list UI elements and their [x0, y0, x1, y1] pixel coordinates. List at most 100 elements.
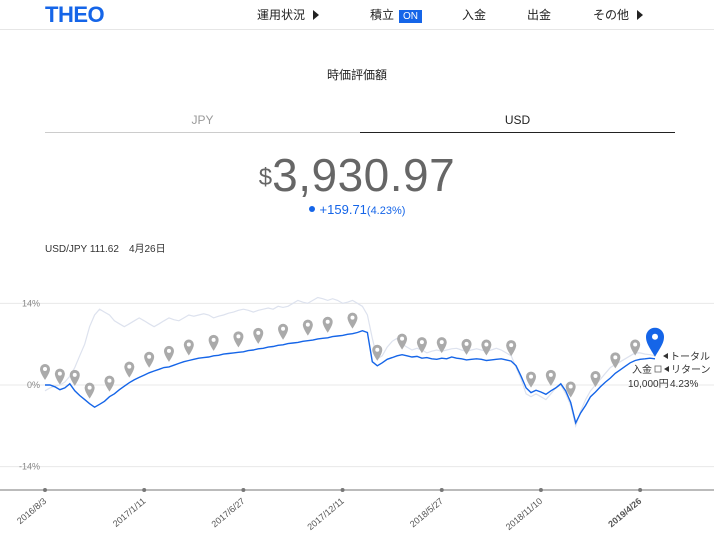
deposit-marker-icon[interactable]	[436, 337, 447, 354]
deposit-marker-center	[419, 340, 424, 345]
deposit-marker-icon[interactable]	[590, 371, 601, 387]
deposit-marker-shape	[208, 334, 219, 351]
deposit-marker-icon[interactable]	[545, 369, 556, 386]
deposit-marker-icon[interactable]	[506, 340, 517, 357]
deposit-marker-icon[interactable]	[278, 323, 289, 340]
x-tick-dot	[439, 488, 444, 492]
series-line-benchmark	[44, 296, 656, 428]
nav-other[interactable]: その他	[593, 6, 644, 23]
deposit-marker-shape	[461, 338, 472, 355]
deposit-marker-shape	[397, 333, 408, 350]
deposit-marker-shape	[545, 369, 556, 386]
deposit-marker-center	[375, 347, 380, 352]
deposit-marker-shape	[526, 371, 537, 388]
x-tick-dot	[340, 488, 345, 492]
deposit-marker-icon[interactable]	[347, 312, 358, 329]
nav-other-label: その他	[593, 8, 630, 22]
tab-usd[interactable]: USD	[360, 113, 675, 133]
deposit-marker-shape	[610, 352, 621, 369]
deposit-marker-icon[interactable]	[416, 337, 427, 354]
deposit-marker-shape	[590, 371, 601, 387]
theo-logo[interactable]: THEO	[45, 2, 105, 27]
pin-center	[652, 333, 658, 340]
nav-performance[interactable]: 運用状況	[257, 6, 320, 23]
deposit-marker-icon[interactable]	[163, 345, 174, 362]
deposit-marker-icon[interactable]	[630, 339, 641, 356]
y-tick-label: 0%	[27, 380, 40, 390]
value-change: +159.71(4.23%)	[0, 202, 714, 217]
total-return-label: トータル	[670, 351, 710, 363]
deposit-marker-icon[interactable]	[84, 382, 95, 399]
x-tick-label: 2016/8/3	[15, 496, 48, 526]
nav-recurring-label: 積立	[370, 8, 395, 22]
nav-recurring-deposit[interactable]: 積立 ON	[370, 6, 423, 23]
deposit-marker-center	[350, 315, 355, 320]
currency-symbol: $	[258, 164, 273, 191]
deposit-marker-center	[57, 371, 62, 376]
deposit-marker-icon[interactable]	[253, 327, 264, 344]
x-axis: 2016/8/3 2017/1/11 2017/6/27 2017/12/11 2018…	[0, 488, 714, 532]
deposit-marker-icon[interactable]	[526, 371, 537, 388]
location-pin-icon[interactable]	[646, 327, 664, 357]
deposit-marker-icon[interactable]	[54, 368, 65, 385]
deposit-marker-icon[interactable]	[302, 319, 313, 336]
deposit-marker-icon[interactable]	[233, 331, 244, 348]
market-value: $3,930.97	[0, 148, 714, 202]
deposit-marker-center	[87, 385, 92, 390]
deposit-marker-icon[interactable]	[124, 361, 135, 378]
deposit-amount: 10,000円	[628, 379, 669, 390]
nav-withdraw[interactable]: 出金	[527, 8, 552, 22]
total-return-pointer-icon	[663, 353, 668, 359]
y-tick-label: -14%	[19, 462, 40, 472]
nav-deposit[interactable]: 入金	[462, 8, 487, 22]
change-percent: (4.23%)	[366, 205, 406, 217]
deposit-marker-shape	[54, 368, 65, 385]
caret-right-icon	[637, 10, 644, 20]
deposit-marker-center	[633, 342, 638, 347]
deposit-marker-icon[interactable]	[208, 334, 219, 351]
x-tick-dot	[638, 488, 643, 492]
performance-chart[interactable]: 14% 0% -14% 2016/8/3 2017/1/11 2017/6/27 2017…	[0, 280, 714, 537]
deposit-marker-center	[529, 374, 534, 379]
deposit-marker-icon[interactable]	[144, 351, 155, 368]
deposit-marker-center	[166, 348, 171, 353]
deposit-marker-icon[interactable]	[372, 344, 383, 361]
deposit-marker-shape	[124, 361, 135, 378]
deposit-marker-icon[interactable]	[565, 381, 576, 398]
x-tick-label: 2017/1/11	[111, 496, 148, 529]
x-tick-dot	[241, 488, 246, 492]
y-tick-label: 14%	[22, 298, 40, 308]
deposit-marker-center	[147, 354, 152, 359]
x-tick-label: 2017/12/11	[305, 496, 345, 532]
deposit-marker-center	[325, 319, 330, 324]
deposit-marker-center	[548, 372, 553, 377]
return-pointer-icon	[664, 366, 669, 372]
deposit-marker-shape	[40, 364, 50, 380]
deposit-marker-icon[interactable]	[610, 352, 621, 369]
deposit-marker-center	[613, 355, 618, 360]
deposit-marker-shape	[233, 331, 244, 348]
deposit-markers[interactable]	[40, 312, 660, 399]
exchange-rate: USD/JPY 111.62 4月26日	[45, 240, 166, 255]
caret-right-icon	[313, 10, 320, 20]
deposit-marker-icon[interactable]	[481, 339, 492, 356]
deposit-marker-icon[interactable]	[461, 338, 472, 355]
deposit-marker-shape	[302, 319, 313, 336]
deposit-marker-center	[236, 334, 241, 339]
deposit-marker-shape	[322, 316, 333, 333]
deposit-marker-icon[interactable]	[183, 339, 194, 356]
current-position[interactable]	[646, 327, 664, 357]
chart-series	[44, 296, 656, 428]
tab-jpy[interactable]: JPY	[45, 113, 360, 133]
deposit-marker-icon[interactable]	[104, 375, 115, 392]
deposit-marker-icon[interactable]	[397, 333, 408, 350]
deposit-marker-shape	[104, 375, 115, 392]
deposit-marker-icon[interactable]	[322, 316, 333, 333]
deposit-marker-icon[interactable]	[69, 369, 80, 386]
deposit-marker-center	[400, 336, 405, 341]
deposit-marker-center	[568, 384, 573, 389]
deposit-marker-icon[interactable]	[40, 364, 50, 380]
deposit-marker-center	[43, 367, 47, 371]
deposit-marker-shape	[630, 339, 641, 356]
change-dot-icon	[308, 206, 315, 212]
